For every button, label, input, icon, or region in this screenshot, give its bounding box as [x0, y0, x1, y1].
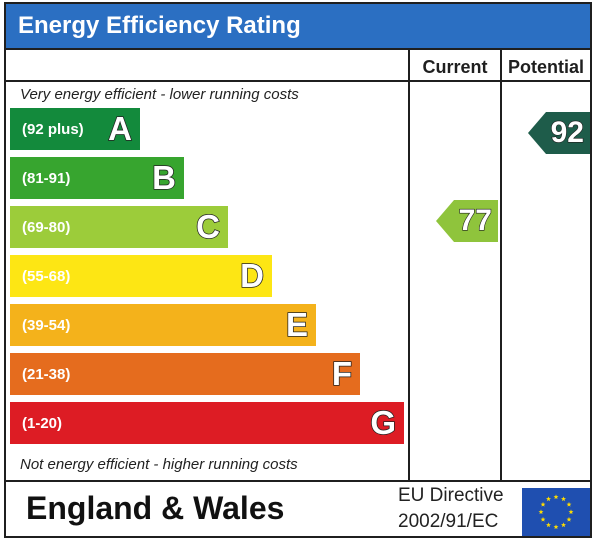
- band-range-label: (92 plus): [22, 120, 84, 138]
- band-letter: G: [370, 403, 397, 442]
- chart-title: Energy Efficiency Rating: [6, 4, 590, 48]
- directive-code: 2002/91/EC: [398, 511, 499, 532]
- band-range-label: (81-91): [22, 169, 71, 187]
- band-letter: D: [239, 256, 264, 295]
- eu-star: [538, 509, 544, 515]
- potential-column-divider: [500, 48, 502, 482]
- band-a: (92 plus) A: [10, 108, 140, 150]
- current-column-divider: [408, 48, 410, 482]
- band-e: (39-54) E: [10, 304, 316, 346]
- potential-column-header: Potential: [507, 57, 584, 77]
- eu-star: [553, 494, 559, 500]
- eu-flag-icon: [522, 488, 590, 536]
- eu-star: [546, 522, 551, 528]
- band-c: (69-80) C: [10, 206, 228, 248]
- band-range-label: (39-54): [22, 316, 71, 334]
- band-g: (1-20) G: [10, 402, 404, 444]
- inefficient-note: Not energy efficient - higher running co…: [20, 456, 298, 473]
- band-letter: F: [331, 354, 353, 393]
- eu-star: [561, 522, 566, 528]
- country-label: England & Wales: [26, 490, 285, 526]
- band-range-label: (55-68): [22, 267, 71, 285]
- eu-star: [546, 496, 551, 502]
- header-divider: [6, 80, 590, 82]
- directive-label: EU Directive: [398, 485, 504, 506]
- band-b: (81-91) B: [10, 157, 184, 199]
- eu-star: [566, 501, 572, 507]
- current-column-header: Current: [422, 57, 488, 77]
- current-rating-value: 77: [458, 203, 493, 237]
- eu-star: [553, 524, 559, 530]
- eu-star: [561, 496, 566, 502]
- band-range-label: (69-80): [22, 218, 71, 236]
- eu-star: [540, 516, 546, 522]
- efficient-note: Very energy efficient - lower running co…: [20, 86, 299, 103]
- eu-star: [566, 516, 572, 522]
- band-letter: A: [107, 109, 132, 148]
- eu-star: [568, 509, 574, 515]
- eu-star: [540, 501, 546, 507]
- energy-rating-chart: Energy Efficiency Rating Current Potenti…: [4, 2, 592, 538]
- band-range-label: (1-20): [22, 414, 63, 432]
- band-letter: E: [285, 305, 309, 344]
- potential-rating-arrow: 92: [528, 112, 590, 154]
- band-f: (21-38) F: [10, 353, 360, 395]
- band-letter: B: [151, 158, 176, 197]
- current-rating-arrow: 77: [436, 200, 498, 242]
- footer-divider: [6, 480, 590, 482]
- title-divider: [6, 48, 590, 50]
- band-range-label: (21-38): [22, 365, 71, 383]
- band-letter: C: [195, 207, 220, 246]
- band-d: (55-68) D: [10, 255, 272, 297]
- potential-rating-value: 92: [550, 115, 585, 149]
